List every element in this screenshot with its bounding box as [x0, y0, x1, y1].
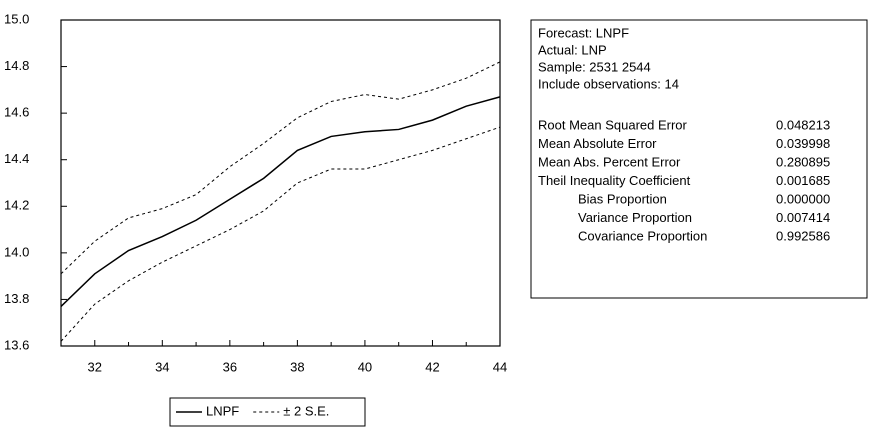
series-line — [60, 96, 501, 307]
y-tick-label: 14.2 — [4, 198, 29, 213]
stat-label: Theil Inequality Coefficient — [538, 173, 691, 188]
stat-value: 0.039998 — [776, 136, 830, 151]
stat-label: Covariance Proportion — [578, 228, 707, 243]
stat-value: 0.007414 — [776, 210, 830, 225]
y-tick-label: 15.0 — [4, 11, 29, 26]
y-tick-label: 13.8 — [4, 291, 29, 306]
legend-label: LNPF — [206, 403, 239, 418]
x-tick-label: 32 — [88, 359, 102, 374]
stat-value: 0.992586 — [776, 228, 830, 243]
y-tick-label: 14.4 — [4, 151, 29, 166]
info-line: Forecast: LNPF — [538, 25, 629, 40]
stat-value: 0.048213 — [776, 117, 830, 132]
y-tick-label: 13.6 — [4, 337, 29, 352]
legend-box — [169, 397, 366, 427]
stat-label: Mean Abs. Percent Error — [538, 154, 681, 169]
x-tick-label: 36 — [223, 359, 237, 374]
stat-label: Variance Proportion — [578, 210, 692, 225]
y-tick-label: 14.8 — [4, 58, 29, 73]
x-tick-label: 38 — [290, 359, 304, 374]
info-line: Actual: LNP — [538, 42, 607, 57]
x-tick-label: 40 — [358, 359, 372, 374]
stat-value: 0.280895 — [776, 154, 830, 169]
series-line — [60, 61, 501, 275]
series-line — [60, 126, 501, 342]
x-tick-label: 44 — [493, 359, 507, 374]
y-tick-label: 14.6 — [4, 105, 29, 120]
x-tick-label: 34 — [155, 359, 169, 374]
stats-box — [530, 19, 868, 299]
legend-label: ± 2 S.E. — [283, 403, 329, 418]
stat-label: Bias Proportion — [578, 191, 667, 206]
stat-value: 0.001685 — [776, 173, 830, 188]
info-line: Sample: 2531 2544 — [538, 59, 651, 74]
x-tick-label: 42 — [425, 359, 439, 374]
info-line: Include observations: 14 — [538, 76, 679, 91]
stat-label: Root Mean Squared Error — [538, 117, 688, 132]
stat-label: Mean Absolute Error — [538, 136, 657, 151]
stat-value: 0.000000 — [776, 191, 830, 206]
y-tick-label: 14.0 — [4, 244, 29, 259]
plot-frame — [60, 19, 501, 347]
